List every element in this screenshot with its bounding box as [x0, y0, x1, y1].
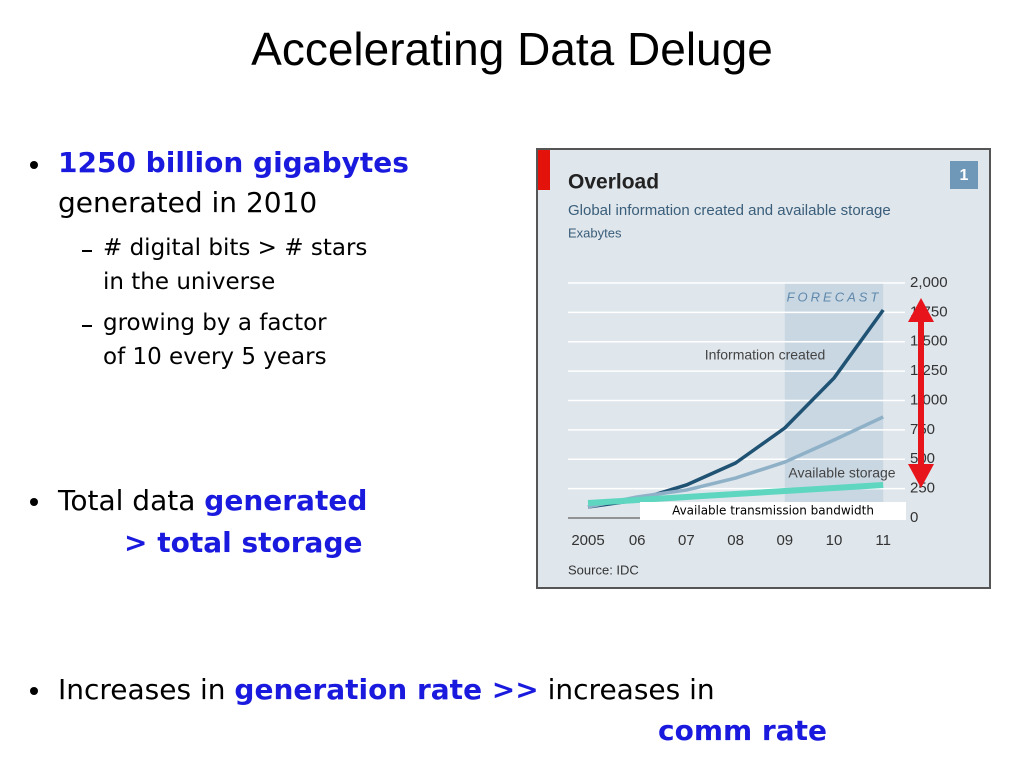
- y-tick-label: 2,000: [910, 274, 948, 291]
- bullet-emph: comm rate: [658, 714, 828, 747]
- bullet: [30, 161, 38, 169]
- y-tick-label: 1,250: [910, 362, 948, 379]
- bullet-emph: generated: [204, 484, 368, 517]
- y-tick-label: 1,000: [910, 391, 948, 408]
- red-arrow-head: [908, 464, 934, 488]
- sub-bullet: [82, 325, 92, 327]
- x-tick-label: 11: [875, 532, 891, 549]
- bullet-emph: 1250 billion gigabytes: [58, 146, 409, 179]
- series-label: Information created: [705, 347, 826, 363]
- series-line: [587, 415, 884, 509]
- bullet-text: Increases in: [58, 673, 226, 706]
- x-tick-label: 09: [776, 532, 793, 549]
- sub-bullet: [82, 250, 92, 252]
- sub-text: growing by a factor: [103, 310, 327, 336]
- x-tick-label: 07: [678, 532, 695, 549]
- bullet-line: Total data generated: [58, 484, 367, 517]
- bullet-emph: generation rate >>: [234, 673, 539, 706]
- sub-text: of 10 every 5 years: [103, 344, 327, 370]
- x-tick-label: 10: [826, 532, 843, 549]
- bullet-text: generated in 2010: [58, 186, 318, 219]
- badge: 1: [960, 167, 969, 184]
- bullet-text: Total data: [58, 484, 196, 517]
- label-box: [640, 502, 906, 520]
- series-label: Available storage: [788, 465, 895, 481]
- bullet-line: Increases in generation rate >> increase…: [58, 673, 715, 706]
- y-tick-label: 0: [910, 509, 918, 526]
- y-tick-label: 250: [910, 480, 935, 497]
- x-tick-label: 2005: [571, 532, 604, 549]
- x-tick-label: 06: [629, 532, 646, 549]
- bullet: [30, 498, 38, 506]
- chart-title: Overload: [568, 171, 659, 194]
- bullet-emph: > total storage: [124, 526, 363, 559]
- y-tick-label: 1,500: [910, 333, 948, 350]
- sub-text: # digital bits > # stars: [103, 235, 368, 261]
- chart-subtitle: Global information created and available…: [568, 202, 891, 219]
- red-tab: [538, 150, 550, 190]
- bullet-text: increases in: [547, 673, 715, 706]
- bullet: [30, 687, 38, 695]
- series-label: Available transmission bandwidth: [672, 504, 874, 518]
- unit-label: Exabytes: [568, 225, 622, 240]
- red-arrow-head: [908, 298, 934, 322]
- badge-box: [950, 161, 978, 189]
- series-line: [587, 481, 884, 506]
- x-tick-label: 08: [727, 532, 744, 549]
- sub-text: in the universe: [103, 269, 276, 295]
- source: Source: IDC: [568, 562, 639, 577]
- slide-title: Accelerating Data Deluge: [251, 23, 773, 75]
- forecast-label: FORECAST: [787, 289, 882, 304]
